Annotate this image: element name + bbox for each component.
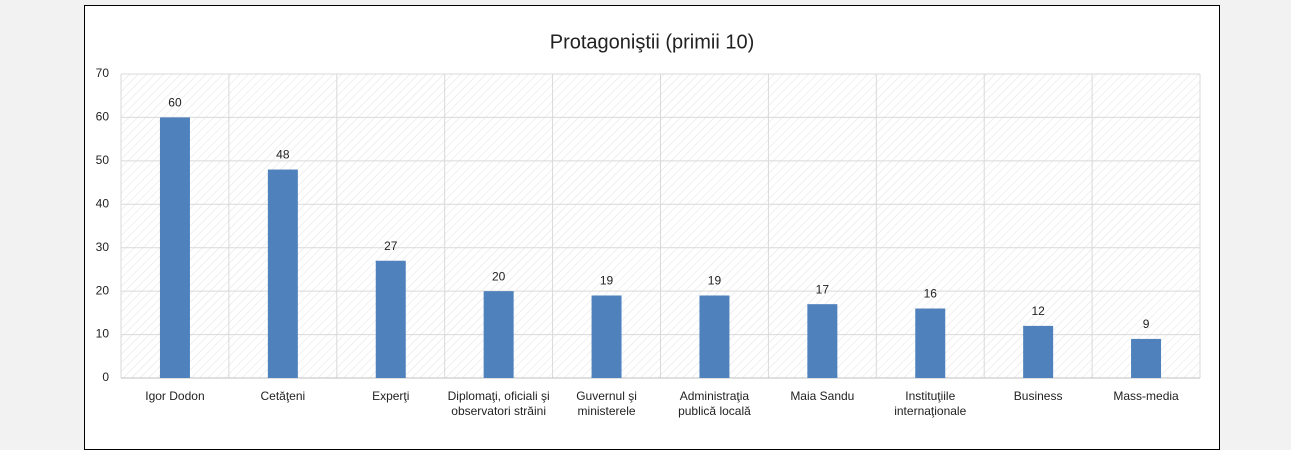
y-tick-label: 0 xyxy=(102,370,109,384)
bar xyxy=(591,295,622,378)
bar xyxy=(1131,338,1162,378)
y-tick-label: 20 xyxy=(96,283,110,297)
data-label: 19 xyxy=(600,274,614,288)
bar xyxy=(159,117,190,378)
data-label: 20 xyxy=(492,269,506,283)
data-label: 60 xyxy=(168,96,182,110)
x-tick-label: Experţi xyxy=(372,389,410,403)
y-tick-label: 30 xyxy=(96,240,110,254)
bar xyxy=(375,260,406,378)
x-tick-label: Guvernul şi ministerele xyxy=(576,389,637,418)
data-label: 12 xyxy=(1031,304,1045,318)
x-tick-label: Administraţia publică locală xyxy=(678,389,751,418)
x-tick-label: Igor Dodon xyxy=(145,389,205,403)
data-label: 27 xyxy=(384,239,398,253)
bar xyxy=(807,304,838,378)
chart-title: Protagoniştii (primii 10) xyxy=(550,31,755,53)
bar xyxy=(699,295,730,378)
data-label: 17 xyxy=(816,282,830,296)
x-tick-label: Diplomaţi, oficiali şi observatori străi… xyxy=(447,389,550,418)
data-label: 16 xyxy=(924,287,938,301)
x-tick-label: Instituţiile internaţionale xyxy=(894,389,967,418)
bar xyxy=(915,308,946,378)
y-tick-label: 10 xyxy=(96,327,110,341)
x-tick-label: Mass-media xyxy=(1113,389,1179,403)
x-tick-label: Cetăţeni xyxy=(260,389,306,403)
data-label: 19 xyxy=(708,274,722,288)
y-tick-label: 70 xyxy=(96,66,110,80)
bar xyxy=(1023,325,1054,378)
bar xyxy=(483,291,514,378)
y-tick-label: 50 xyxy=(96,153,110,167)
bar xyxy=(267,169,298,378)
data-label: 48 xyxy=(276,148,290,162)
y-tick-label: 60 xyxy=(96,110,110,124)
x-tick-label: Maia Sandu xyxy=(790,389,855,403)
y-tick-label: 40 xyxy=(96,196,110,210)
x-tick-label: Business xyxy=(1013,389,1063,403)
data-label: 9 xyxy=(1143,317,1150,331)
